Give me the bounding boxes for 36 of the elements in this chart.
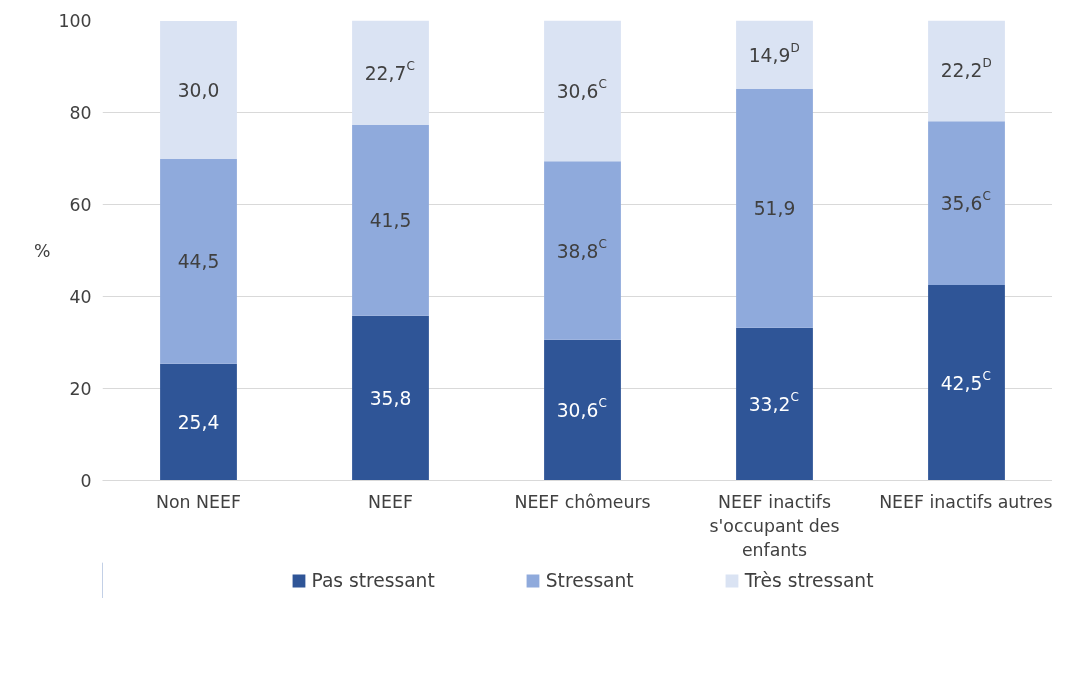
x-tick-label: NEEF xyxy=(368,491,413,512)
data-label: 30,0 xyxy=(177,79,220,101)
bar xyxy=(544,339,621,481)
data-label: 35,8 xyxy=(369,388,412,410)
data-label: 51,9 xyxy=(753,198,796,220)
bar xyxy=(928,121,1005,285)
bar xyxy=(160,363,237,481)
bar xyxy=(544,161,621,340)
y-tick-label: 40 xyxy=(69,287,92,307)
legend-label: Pas stressant xyxy=(311,569,435,591)
y-axis-title: % xyxy=(33,240,51,261)
data-label: 44,5 xyxy=(177,251,220,273)
bar xyxy=(928,20,1005,122)
legend-label: Très stressant xyxy=(744,569,874,591)
bar xyxy=(160,158,237,364)
bar xyxy=(352,124,429,316)
bar xyxy=(736,327,813,481)
y-tick-label: 80 xyxy=(69,103,92,123)
bar xyxy=(352,20,429,125)
legend-label: Stressant xyxy=(545,569,634,591)
data-label: 41,5 xyxy=(369,210,412,232)
bar xyxy=(736,20,813,90)
y-tick-label: 60 xyxy=(69,195,92,215)
bar xyxy=(544,20,621,162)
x-tick-label: NEEF inactifs s'occupant des enfants xyxy=(709,491,840,560)
y-tick-label: 20 xyxy=(69,379,92,399)
x-tick-label: Non NEEF xyxy=(156,491,241,512)
y-tick-label: 100 xyxy=(58,11,92,31)
y-tick-label: 0 xyxy=(80,471,92,491)
bar xyxy=(928,285,1005,481)
x-tick-label: NEEF chômeurs xyxy=(514,491,651,512)
bar xyxy=(352,315,429,481)
bar xyxy=(736,89,813,328)
data-label: 25,4 xyxy=(177,412,220,434)
bar xyxy=(160,20,237,159)
x-tick-label: NEEF inactifs autres xyxy=(879,491,1053,512)
